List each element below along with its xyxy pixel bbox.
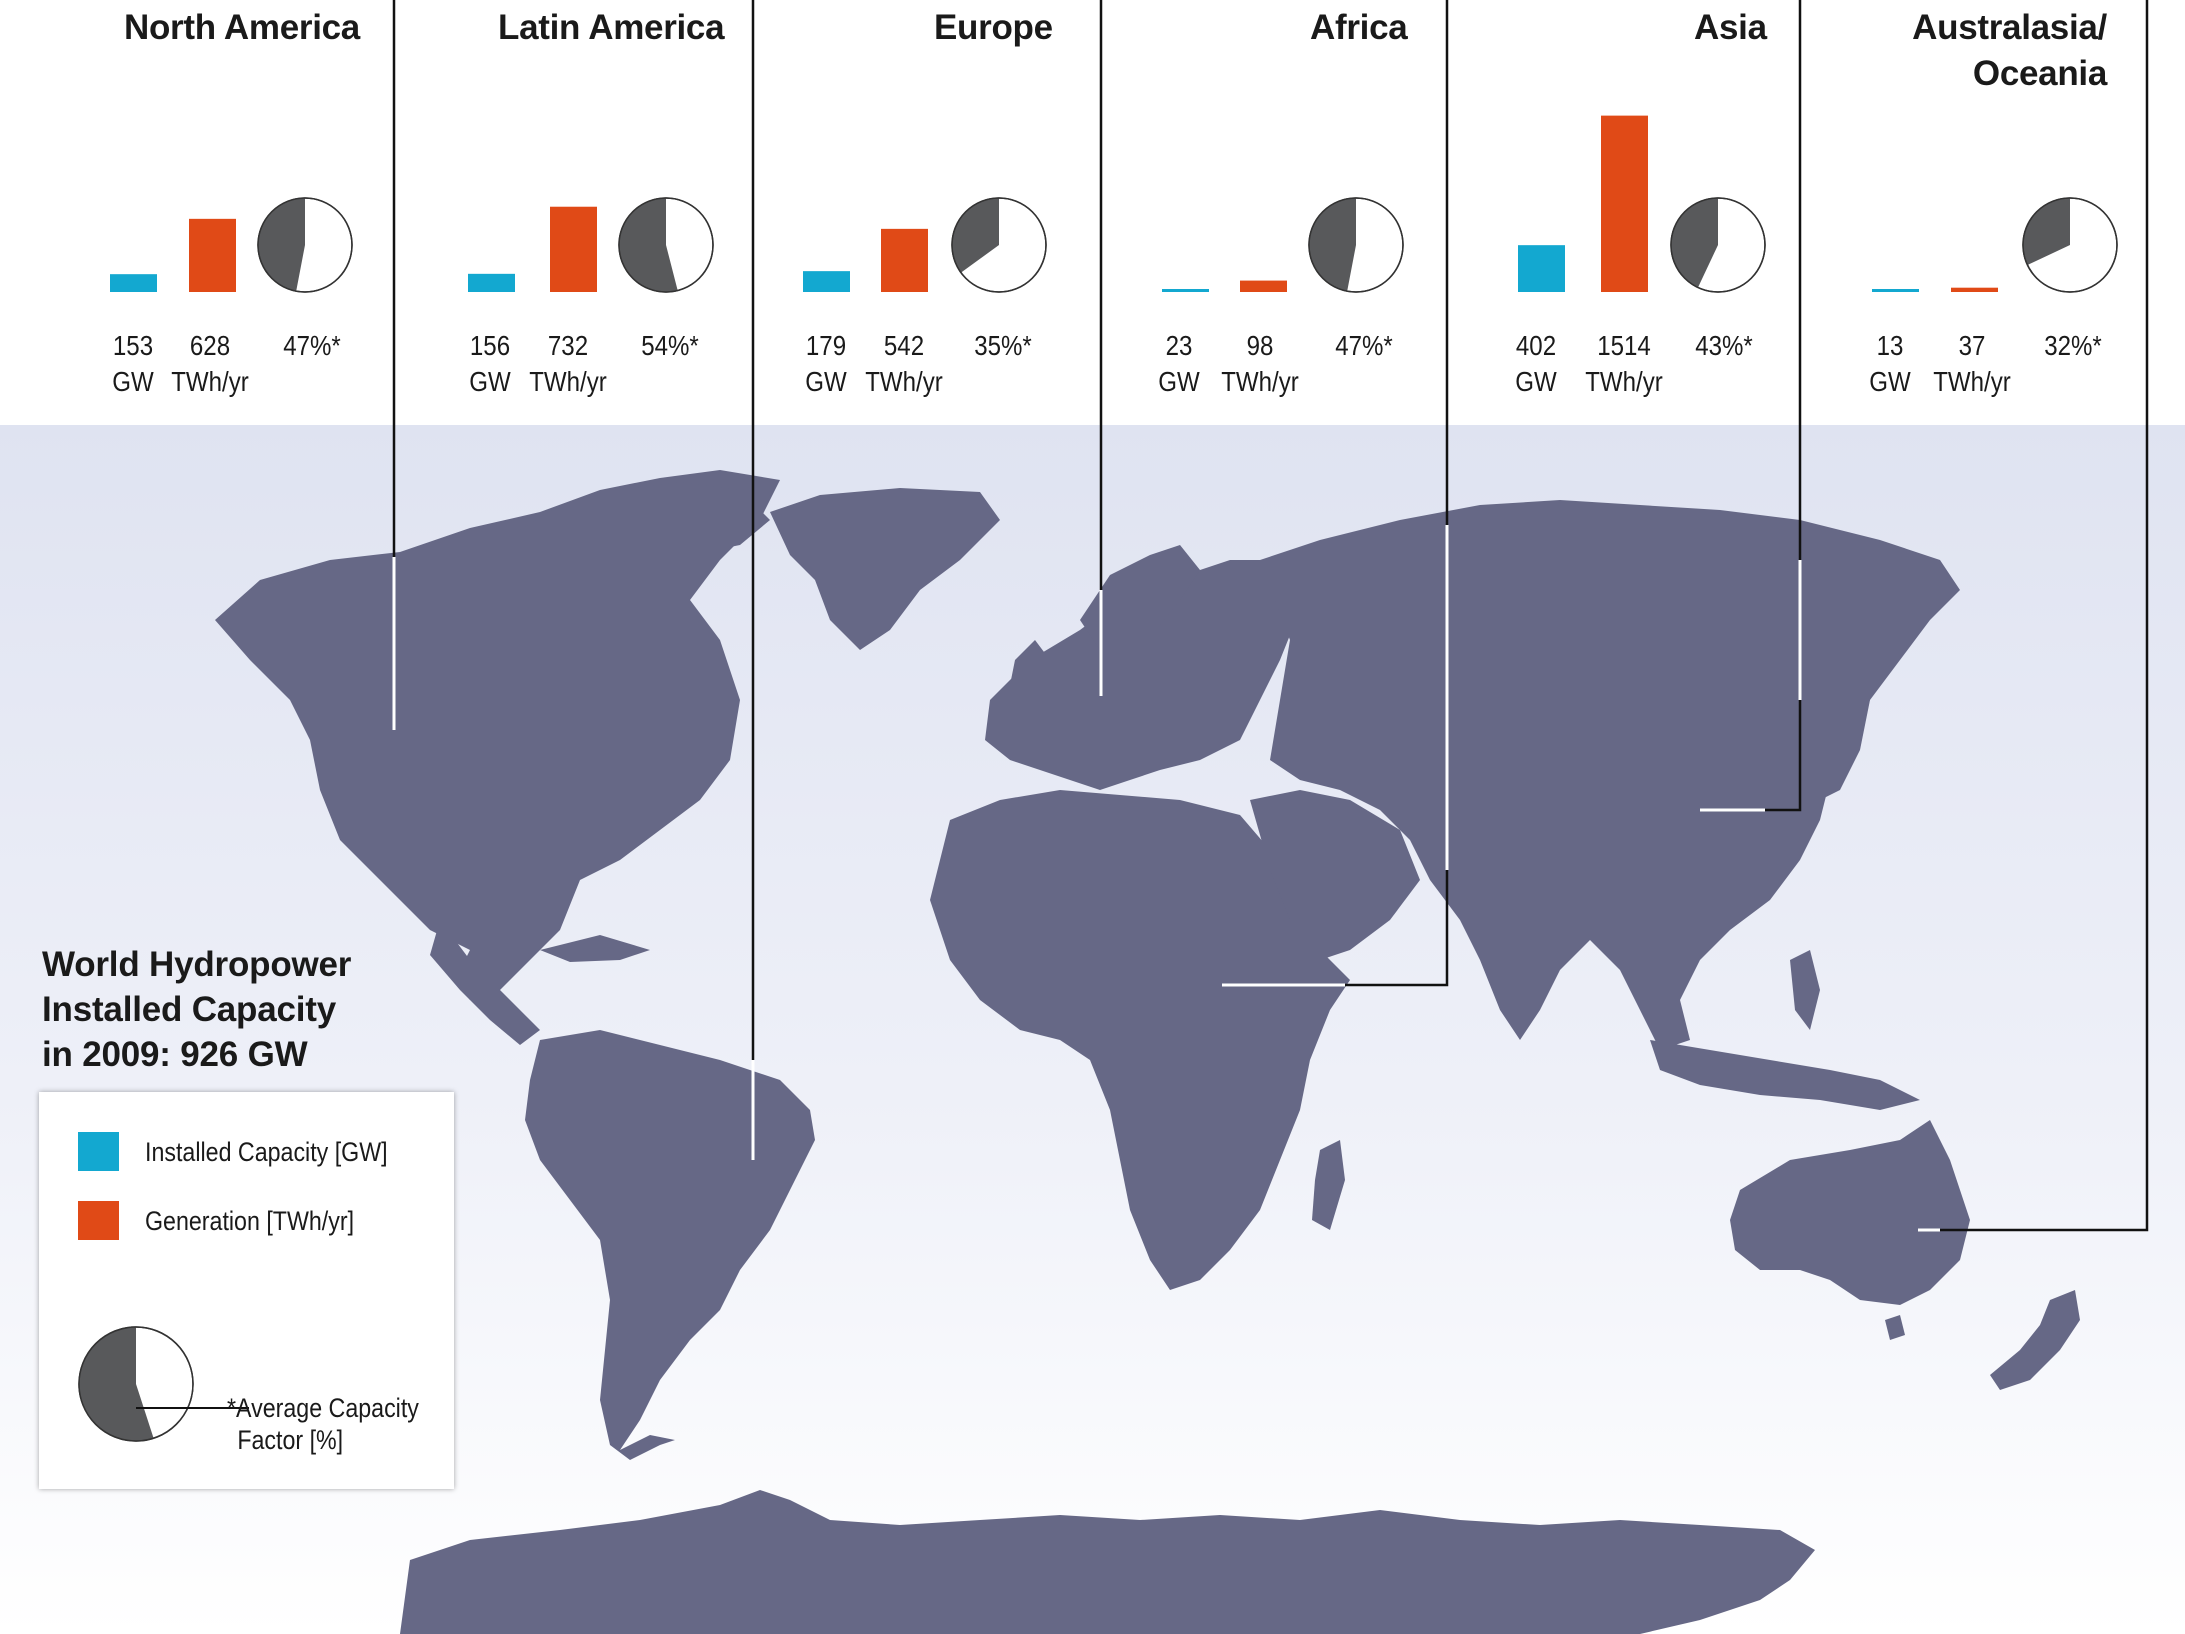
map-title-line-3: in 2009: 926 GW [42, 1035, 308, 1074]
capacity-bar-africa [1162, 289, 1209, 292]
capacity-bar-asia [1518, 245, 1565, 292]
landmass-caribbean [540, 935, 650, 962]
region-title-africa: Africa [1310, 8, 1408, 47]
landmass-europe [985, 560, 1300, 790]
legend-pie-label-line-1: *Average Capacity [227, 1393, 419, 1423]
generation-bar-asia [1601, 115, 1648, 292]
landmass-scandinavia [1080, 545, 1200, 660]
landmass-arabia [1250, 790, 1420, 960]
capacity-value-north-america: 153 GW [112, 330, 154, 397]
region-title-europe: Europe [934, 8, 1053, 47]
region-title-north-america: North America [124, 8, 360, 47]
landmass-uk [1010, 640, 1050, 700]
leader-line-australasia [1940, 0, 2149, 1232]
capacity-factor-pie-slice-africa [1308, 198, 1356, 292]
landmass-antarctica [400, 1490, 1815, 1634]
generation-bar-africa [1240, 280, 1287, 292]
leader-line-asia [1765, 0, 1802, 812]
capacity-value-africa: 23 GW [1158, 330, 1200, 397]
landmass-asia [1260, 500, 1960, 1050]
capacity-factor-europe: 35%* [974, 330, 1032, 361]
legend-capacity-swatch [78, 1132, 119, 1171]
capacity-bar-australasia [1872, 289, 1919, 292]
map-title: World Hydropower Installed Capacity in 2… [42, 942, 351, 1077]
generation-bar-europe [881, 228, 928, 292]
capacity-value-australasia: 13 GW [1869, 330, 1911, 397]
landmass-greenland [770, 488, 1000, 650]
generation-value-latin-america: 732 TWh/yr [529, 330, 607, 397]
legend-pie-label: *Average Capacity Factor [%] [227, 1392, 419, 1456]
generation-value-africa: 98 TWh/yr [1221, 330, 1299, 397]
landmass-central-america [430, 920, 540, 1045]
capacity-factor-pie-outline-europe [951, 197, 1047, 293]
region-title-australasia-line-2: Oceania [1972, 54, 2107, 93]
generation-bar-latin-america [550, 206, 597, 292]
capacity-bar-latin-america [468, 273, 515, 292]
legend-pie-example [78, 1326, 249, 1442]
capacity-factor-pie-slice-latin-america [618, 198, 678, 292]
capacity-factor-africa: 47%* [1335, 330, 1393, 361]
landmass-japan [1815, 680, 1870, 800]
legend-generation-swatch [78, 1201, 119, 1240]
region-title-australasia: Australasia/ Oceania [1912, 5, 2107, 97]
capacity-factor-pie-outline-north-america [257, 197, 353, 293]
capacity-factor-pie-slice-north-america [257, 198, 305, 292]
generation-value-asia: 1514 TWh/yr [1585, 330, 1663, 397]
capacity-factor-australasia: 32%* [2044, 330, 2102, 361]
world-landmass [215, 470, 2080, 1634]
capacity-factor-pie-slice-asia [1670, 198, 1718, 288]
capacity-value-asia: 402 GW [1515, 330, 1557, 397]
capacity-value-europe: 179 GW [805, 330, 847, 397]
leader-line-africa [1345, 0, 1449, 987]
legend-generation-label: Generation [TWh/yr] [145, 1206, 355, 1236]
landmass-south-america [525, 1030, 815, 1460]
region-title-asia: Asia [1694, 8, 1767, 47]
map-title-line-1: World Hydropower [42, 945, 352, 984]
generation-bar-australasia [1951, 287, 1998, 292]
capacity-factor-pie-outline-asia [1670, 197, 1766, 293]
panel-strip [0, 0, 2185, 425]
capacity-factor-pie-outline-africa [1308, 197, 1404, 293]
legend-pie-outline [78, 1326, 194, 1442]
landmass-australia [1730, 1120, 1970, 1305]
capacity-factor-latin-america: 54%* [641, 330, 699, 361]
generation-bar-north-america [189, 218, 236, 292]
generation-value-australasia: 37 TWh/yr [1933, 330, 2011, 397]
capacity-factor-asia: 43%* [1695, 330, 1753, 361]
legend-pie-label-line-2: Factor [%] [237, 1425, 344, 1455]
region-title-latin-america: Latin America [498, 8, 725, 47]
landmass-tasmania [1885, 1315, 1905, 1340]
capacity-value-latin-america: 156 GW [469, 330, 511, 397]
legend-capacity-label: Installed Capacity [GW] [145, 1137, 388, 1167]
landmass-arctic-islands [520, 482, 770, 565]
capacity-factor-pie-outline-latin-america [618, 197, 714, 293]
capacity-bar-europe [803, 271, 850, 292]
region-title-australasia-line-1: Australasia/ [1912, 8, 2107, 47]
generation-value-europe: 542 TWh/yr [865, 330, 943, 397]
map-title-line-2: Installed Capacity [42, 990, 337, 1029]
generation-value-north-america: 628 TWh/yr [171, 330, 249, 397]
landmass-southeast-asia-islands [1650, 1040, 1920, 1110]
leader-line-map-africa [1222, 525, 1449, 987]
capacity-factor-pie-outline-australasia [2022, 197, 2118, 293]
landmass-philippines [1790, 950, 1820, 1030]
capacity-factor-north-america: 47%* [283, 330, 341, 361]
capacity-bar-north-america [110, 274, 157, 292]
landmass-africa [930, 790, 1350, 1290]
landmass-north-america [215, 470, 780, 1000]
leader-line-map-asia [1700, 560, 1802, 812]
legend-pie-slice [78, 1327, 154, 1441]
legend-box: Installed Capacity [GW] Generation [TWh/… [39, 1092, 454, 1489]
landmass-new-zealand [1990, 1290, 2080, 1390]
landmass-madagascar [1312, 1140, 1345, 1230]
capacity-factor-pie-slice-europe [952, 198, 999, 273]
